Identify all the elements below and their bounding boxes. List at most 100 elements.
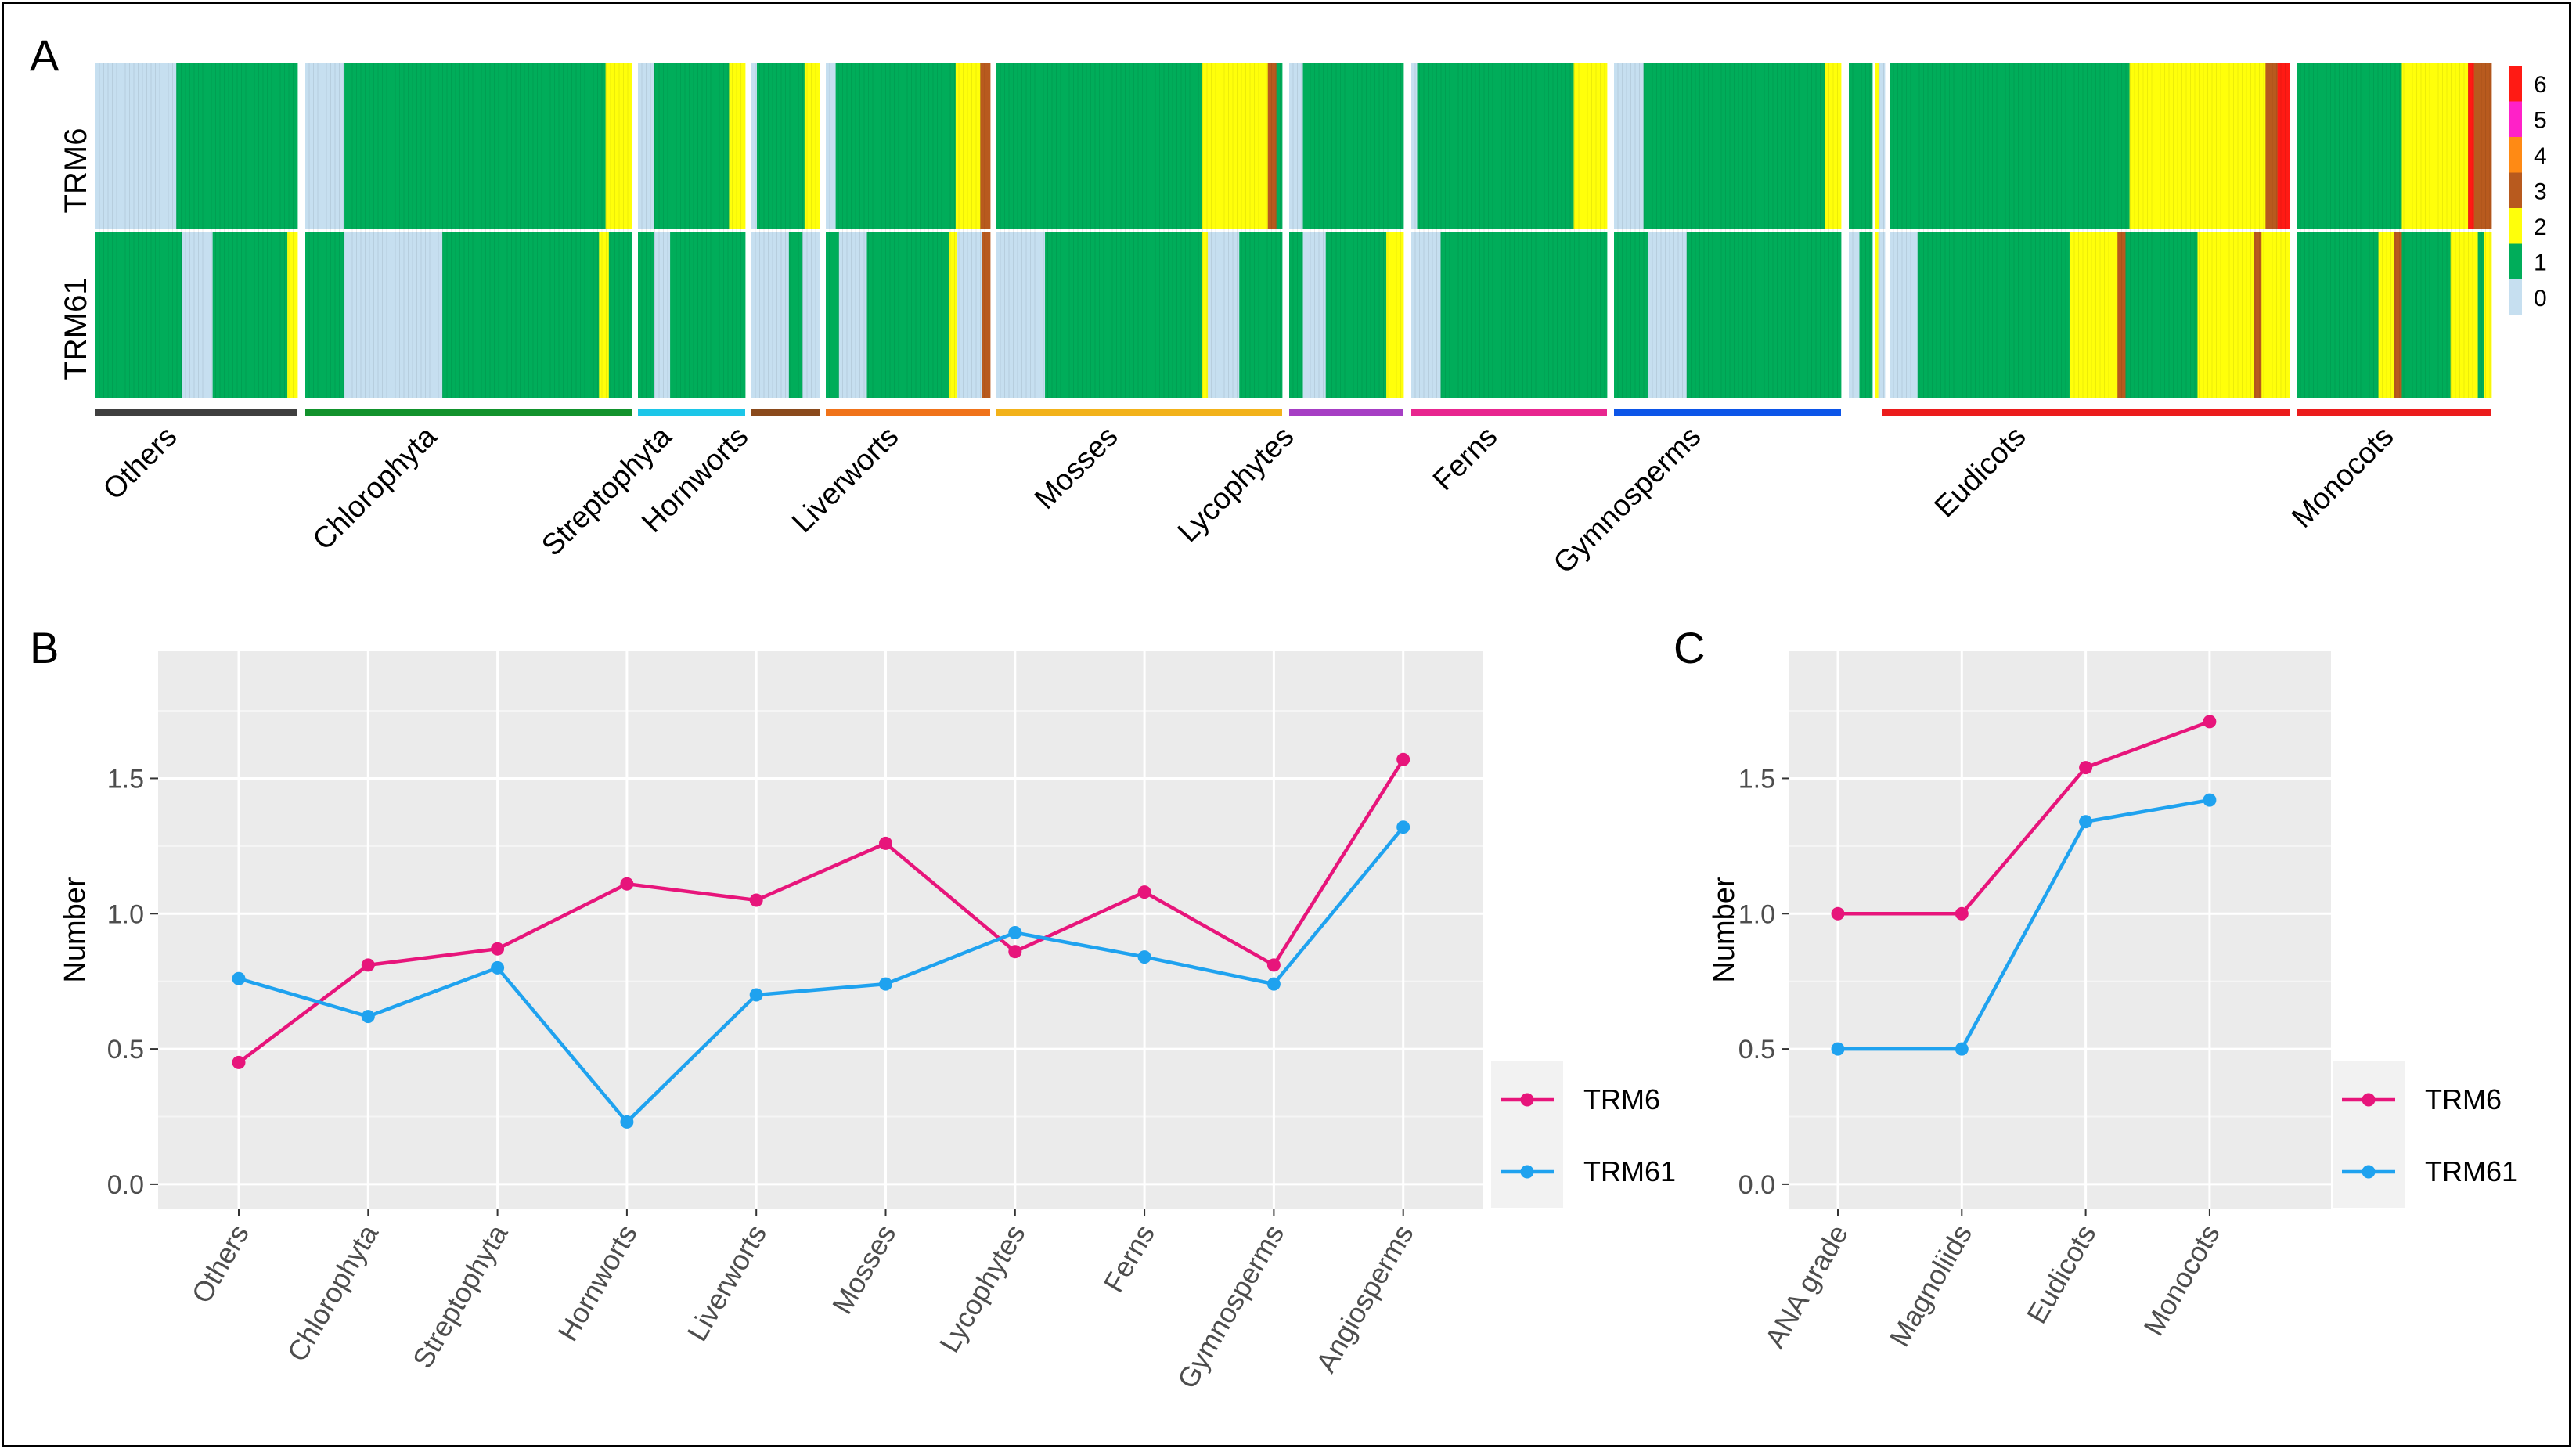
heat-cell-others-trm61-3 — [287, 232, 298, 398]
heat-cell-hornworts-trm6-0 — [751, 63, 758, 229]
heat-cell-eudicots-trm6-3 — [2277, 63, 2290, 229]
legend-label-trm6: TRM6 — [1583, 1083, 1660, 1115]
heat-cell-liverworts-trm61-5 — [982, 232, 991, 398]
heat-cell-lycophytes-trm61-0 — [1289, 232, 1303, 398]
group-bar-ferns — [1411, 409, 1607, 416]
heat-cell-hornworts-trm61-2 — [802, 232, 820, 398]
legend-label-3: 3 — [2534, 178, 2547, 204]
group-bar-chlorophyta — [305, 409, 632, 416]
y-axis-ticks: 0.0 0.5 1.0 1.5 — [1738, 764, 1789, 1200]
group-label-ferns: Ferns — [1427, 420, 1504, 497]
heat-cell-lycophytes-trm61-2 — [1325, 232, 1387, 398]
point-trm61-magnoliids — [1955, 1042, 1969, 1056]
point-trm61-streptophyta — [491, 960, 505, 975]
legend-swatch-0 — [2509, 279, 2522, 315]
heat-cell-liverworts-trm61-4 — [957, 232, 982, 398]
series-points — [1831, 715, 2217, 1056]
heat-cell-lycophytes-trm61-3 — [1386, 232, 1404, 398]
point-trm6-streptophyta — [491, 942, 505, 956]
point-trm6-ana-grade — [1831, 906, 1845, 921]
heat-cell-chlorophyta-trm61-4 — [608, 232, 632, 398]
x-tick-label-monocots: Monocots — [2137, 1220, 2226, 1342]
series-lines — [237, 758, 1405, 1125]
y-tick-label: 1.0 — [1738, 899, 1775, 929]
y-tick-label: 0.0 — [107, 1170, 144, 1200]
point-trm6-mosses — [879, 836, 892, 850]
heat-cell-ferns-trm6-1 — [1417, 63, 1574, 229]
heat-cell-eudicots-trm61-0 — [1890, 232, 1918, 398]
point-trm61-gymnosperms — [1266, 977, 1281, 991]
point-trm6-magnoliids — [1955, 906, 1969, 921]
heat-cell-eudicots-trm61-5 — [2197, 232, 2254, 398]
heat-cell-others-trm6-1 — [176, 63, 298, 229]
heat-cell-gymnosperms-trm6-1 — [1643, 63, 1826, 229]
legend-label-trm61: TRM61 — [2425, 1155, 2517, 1187]
series-line-trm6 — [1838, 719, 2210, 916]
x-axis-ticks: ANA grade Magnoliids Eudicots Monocots — [1758, 1209, 2226, 1353]
heat-cell-monocots-trm61-6 — [2484, 232, 2492, 398]
group-label-mosses: Mosses — [1029, 420, 1124, 516]
chart-c: 0.0 0.5 1.0 1.5 ANA grade Magnoliids Eudicots… — [1708, 651, 2517, 1353]
group-label-liverworts: Liverworts — [786, 420, 905, 539]
heat-cell-monocots-trm61-1 — [2378, 232, 2394, 398]
heat-cell-group9-trm61-0 — [1849, 232, 1860, 398]
plot-background — [1789, 651, 2331, 1209]
point-trm61-mosses — [879, 977, 892, 991]
group-bar-monocots — [2297, 409, 2491, 416]
group-bar-liverworts — [826, 409, 990, 416]
heat-cell-eudicots-trm61-3 — [2117, 232, 2126, 398]
heat-cell-chlorophyta-trm61-2 — [442, 232, 600, 398]
heat-cell-others-trm61-2 — [212, 232, 288, 398]
heat-cell-hornworts-trm61-1 — [788, 232, 803, 398]
legend-swatch-2 — [2509, 208, 2522, 244]
heat-cell-liverworts-trm6-1 — [835, 63, 957, 229]
point-trm61-monocots — [2203, 793, 2217, 807]
heat-cell-gymnosperms-trm61-1 — [1648, 232, 1688, 398]
heat-cell-mosses-trm61-2 — [1202, 232, 1209, 398]
y-tick-label: 1.5 — [1738, 764, 1775, 794]
heat-cell-liverworts-trm61-2 — [866, 232, 949, 398]
heat-cell-gymnosperms-trm6-2 — [1825, 63, 1842, 229]
y-axis-label: Number — [59, 877, 92, 982]
legend-label-0: 0 — [2534, 286, 2547, 312]
heat-cell-hornworts-trm61-0 — [751, 232, 790, 398]
point-trm6-others — [232, 1055, 246, 1069]
legend-dot-trm6 — [2362, 1093, 2376, 1107]
legend-label-6: 6 — [2534, 72, 2547, 98]
heat-cell-gymnosperms-trm61-0 — [1614, 232, 1648, 398]
heat-cell-lycophytes-trm6-0 — [1289, 63, 1303, 229]
heat-cell-group10-trm6-1 — [1879, 63, 1886, 229]
x-tick-label-hornworts: Hornworts — [551, 1220, 643, 1347]
group-label-lycophytes: Lycophytes — [1172, 420, 1301, 549]
point-trm6-ferns — [1137, 885, 1151, 899]
legend-label-2: 2 — [2534, 214, 2547, 240]
heat-cell-mosses-trm6-1 — [1202, 63, 1269, 229]
heat-cell-group10-trm6-0 — [1875, 63, 1880, 229]
heat-cell-streptophyta-trm61-0 — [638, 232, 654, 398]
heat-cell-chlorophyta-trm6-1 — [344, 63, 607, 229]
point-trm6-gymnosperms — [1266, 958, 1281, 972]
x-tick-label-eudicots: Eudicots — [2020, 1220, 2102, 1329]
heat-cell-monocots-trm61-4 — [2450, 232, 2478, 398]
heat-cell-eudicots-trm6-0 — [1890, 63, 2130, 229]
group-bar-gymnosperms — [1614, 409, 1841, 416]
group-label-others: Others — [97, 420, 183, 506]
group-bar-lycophytes — [1289, 409, 1403, 416]
heat-cell-gymnosperms-trm6-0 — [1614, 63, 1645, 229]
heat-cell-mosses-trm61-1 — [1045, 232, 1203, 398]
x-tick-label-streptophyta: Streptophyta — [406, 1219, 514, 1374]
heat-cell-monocots-trm61-5 — [2477, 232, 2484, 398]
series-line-trm61 — [1838, 798, 2210, 1051]
point-trm6-lycophytes — [1008, 945, 1022, 959]
legend-label-4: 4 — [2534, 143, 2547, 169]
point-trm61-chlorophyta — [361, 1010, 375, 1024]
point-trm6-chlorophyta — [361, 958, 375, 972]
heat-cell-chlorophyta-trm6-0 — [305, 63, 345, 229]
y-tick-label: 1.0 — [107, 899, 144, 929]
series-points — [232, 752, 1410, 1129]
heatmap-cells — [95, 63, 2492, 398]
heat-cell-lycophytes-trm6-1 — [1302, 63, 1404, 229]
